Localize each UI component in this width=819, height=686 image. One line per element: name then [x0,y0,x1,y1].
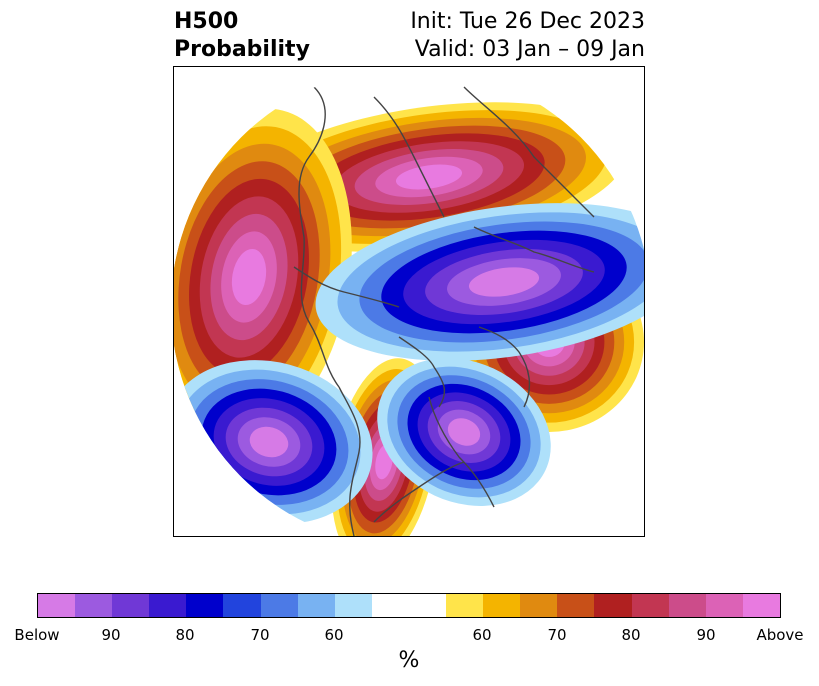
coastline-segment [463,86,595,218]
colorbar-segment [112,594,150,617]
map-dates: Init: Tue 26 Dec 2023 Valid: 03 Jan – 09… [410,8,645,64]
anomaly-below-siberia [315,203,644,361]
coastline-segment [293,266,400,308]
valid-range: Valid: 03 Jan – 09 Jan [414,37,645,62]
colorbar-segment [520,594,558,617]
coastlines [293,86,595,536]
colorbar-segment [408,594,447,617]
colorbar-segment [742,594,780,617]
colorbar-segment [260,594,298,617]
anomaly-layer [174,102,644,536]
colorbar-segment [38,594,76,617]
colorbar-tick-label: 70 [250,626,270,644]
colorbar-segment [371,594,409,617]
coastline-segment [398,336,446,408]
coastline-segment [373,96,445,218]
colorbar-tick-label: 60 [324,626,344,644]
colorbar [37,593,781,618]
title-variable: H500 [174,9,239,34]
colorbar-tick-label: 70 [547,626,567,644]
colorbar-segment [75,594,113,617]
coastline-segment [478,326,531,408]
probability-map [173,66,645,537]
colorbar-segment [631,594,669,617]
map-canvas [174,67,644,536]
colorbar-tick-label: 80 [175,626,195,644]
colorbar-tick-label: 90 [696,626,716,644]
colorbar-tick-label: Below [14,626,60,644]
colorbar-segment [557,594,595,617]
anomaly-above-pacific [174,108,352,446]
title-quantity: Probability [174,37,310,62]
colorbar-segment [186,594,224,617]
colorbar-tick-label: 90 [101,626,121,644]
colorbar-segment [334,594,372,617]
coastline-segment [473,226,595,273]
colorbar-segment [705,594,743,617]
coastline-segment [428,396,495,508]
colorbar-segment [446,594,484,617]
colorbar-segment [297,594,335,617]
colorbar-segment [223,594,261,617]
colorbar-unit: % [398,648,420,673]
colorbar-segment [668,594,706,617]
colorbar-segment [483,594,521,617]
map-title: H500 Probability [174,8,310,64]
colorbar-tick-label: 60 [472,626,492,644]
coastline-segment [338,386,361,536]
coastline-segment [373,461,465,523]
coastline-segment [298,86,340,388]
colorbar-tick-label: Above [756,626,804,644]
init-date: Init: Tue 26 Dec 2023 [410,9,645,34]
colorbar-segment [149,594,187,617]
colorbar-tick-label: 80 [621,626,641,644]
colorbar-segment [594,594,632,617]
